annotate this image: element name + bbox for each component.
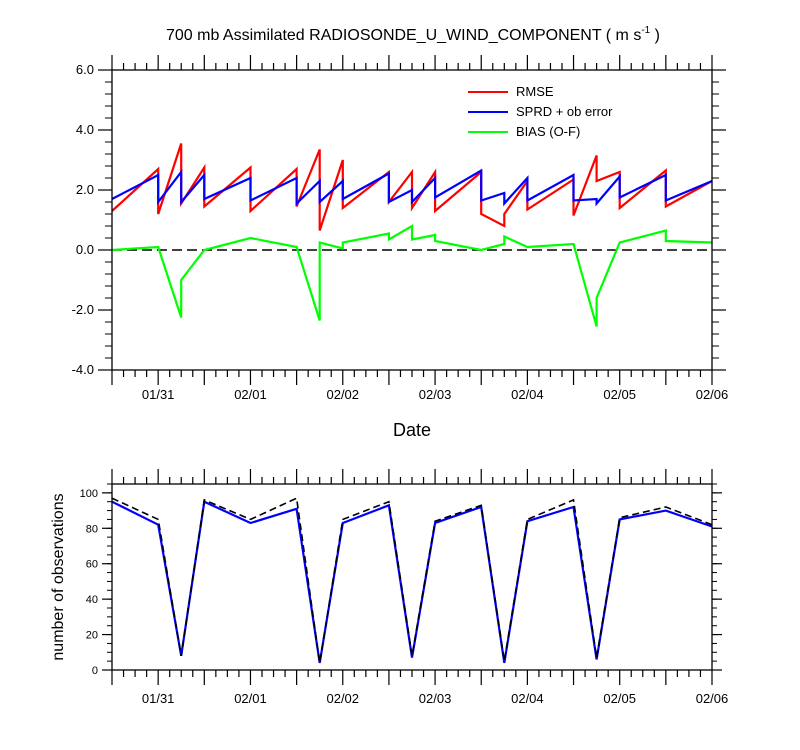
plot-frame	[111, 483, 713, 671]
x-tick-label: 01/31	[142, 387, 175, 402]
bottom-chart: 0 20 40 60 80 100 01/31 02/01 02/02 02/03 02/04 02/…	[80, 469, 729, 706]
x-tick-label: 02/01	[234, 387, 267, 402]
y-tick-label: 4.0	[76, 122, 94, 137]
legend-label: SPRD + ob error	[516, 104, 613, 119]
y-tick-label: 6.0	[76, 62, 94, 77]
series-line-bias-o-f	[112, 224, 712, 327]
chart-title-end: )	[650, 27, 660, 44]
series-line-1	[112, 497, 712, 664]
top-chart: 6.0 4.0 2.0 0.0 -2.0 -4.0 01/31 02/01 02/02 02/03…	[72, 55, 729, 402]
y-tick-label: 0	[92, 665, 98, 677]
x-tick-label: 02/03	[419, 387, 452, 402]
x-tick-label: 02/03	[419, 691, 452, 706]
x-tick-label: 02/02	[326, 691, 359, 706]
x-tick-label: 01/31	[142, 691, 175, 706]
y-tick-label: 0.0	[76, 242, 94, 257]
y-tick-label: 80	[86, 523, 98, 535]
y-tick-label: 60	[86, 559, 98, 571]
x-tick-label: 02/02	[326, 387, 359, 402]
x-tick-label: 02/05	[603, 387, 636, 402]
x-tick-label: 02/05	[603, 691, 636, 706]
y-tick-label: 40	[86, 594, 98, 606]
y-tick-label: 20	[86, 630, 98, 642]
y-axis-label-observations: number of observations	[50, 493, 67, 660]
y-tick-label: -2.0	[72, 302, 94, 317]
chart-title-main: 700 mb Assimilated RADIOSONDE_U_WIND_COM…	[166, 27, 641, 44]
x-tick-label: 02/06	[696, 691, 729, 706]
chart-title-superscript: -1	[641, 25, 650, 36]
x-tick-label: 02/01	[234, 691, 267, 706]
chart-title: 700 mb Assimilated RADIOSONDE_U_WIND_COM…	[166, 25, 660, 44]
series-line-rmse	[112, 143, 712, 231]
series-line-sprd-ob-error	[112, 168, 712, 207]
x-tick-label: 02/04	[511, 387, 544, 402]
x-axis-label: Date	[393, 420, 431, 440]
x-tick-label: 02/04	[511, 691, 544, 706]
legend: RMSE SPRD + ob error BIAS (O-F)	[468, 84, 613, 139]
y-tick-label: 100	[80, 488, 98, 500]
legend-label: RMSE	[516, 84, 554, 99]
series-line-0	[112, 500, 712, 664]
x-tick-label: 02/06	[696, 387, 729, 402]
y-tick-label: 2.0	[76, 182, 94, 197]
plot-frame	[111, 69, 713, 371]
y-tick-label: -4.0	[72, 362, 94, 377]
legend-label: BIAS (O-F)	[516, 124, 580, 139]
